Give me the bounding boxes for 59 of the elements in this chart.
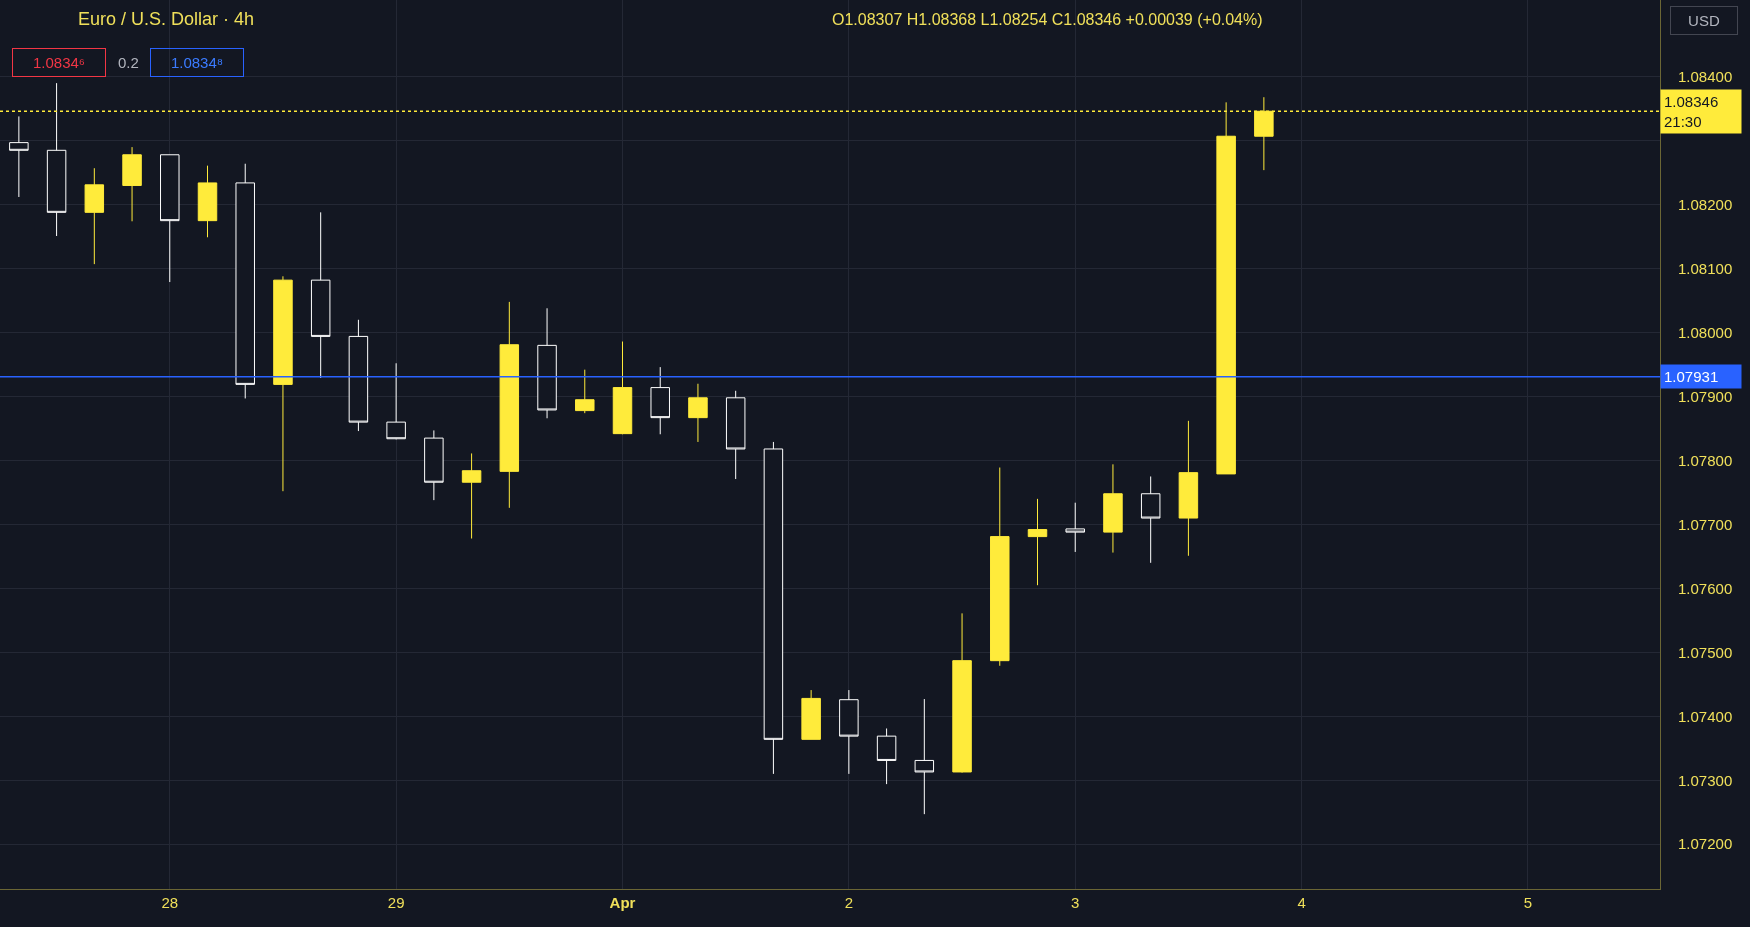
x-tick-label: 3 (1071, 894, 1080, 911)
candlestick (688, 383, 708, 443)
y-tick-label: 1.07700 (1678, 515, 1733, 533)
candlestick (46, 82, 67, 237)
y-tick-label: 1.07500 (1678, 643, 1733, 661)
candlestick (1103, 463, 1123, 554)
x-tick-label: 29 (387, 894, 405, 911)
candlestick (122, 146, 142, 222)
text: USD (1688, 12, 1720, 29)
x-tick-label: 28 (161, 894, 179, 911)
candlestick (310, 211, 331, 379)
candlestick (197, 165, 218, 238)
candlestick (386, 362, 406, 440)
candlestick (1140, 475, 1161, 564)
x-tick-label: 5 (1523, 894, 1533, 911)
candlestick (1178, 420, 1199, 557)
candlestick (9, 115, 29, 198)
y-tick-label: 1.08100 (1678, 259, 1733, 277)
candlestick (876, 727, 897, 785)
text: Euro / U.S. Dollar · 4h (78, 9, 255, 30)
y-tick-label: 1.07400 (1678, 707, 1733, 725)
y-tick-label: 1.07800 (1678, 451, 1733, 469)
x-tick-label: 2 (844, 894, 854, 911)
candlestick (650, 366, 670, 435)
candlestick (348, 319, 369, 432)
candlestick (575, 369, 595, 414)
x-tick-label: 4 (1297, 894, 1306, 911)
candlestick (84, 167, 105, 265)
y-tick-label: 1.07900 (1678, 387, 1733, 405)
candlestick (461, 452, 482, 540)
candlestick (725, 390, 746, 480)
candlestick (499, 301, 520, 509)
candlestick (537, 307, 557, 419)
y-tick-label: 1.08200 (1678, 195, 1733, 213)
candlestick (273, 275, 293, 492)
candlestick (952, 612, 972, 774)
candlestick (839, 689, 859, 775)
candlestick (1065, 502, 1085, 553)
y-tick-label: 1.08400 (1678, 68, 1733, 85)
y-tick-label: 1.07300 (1678, 771, 1733, 789)
annotation: 0.2 (118, 54, 139, 71)
ref-line-label: 1.08346 21:30 (1664, 93, 1719, 130)
annotation: 1.0834⁸ (170, 54, 224, 71)
ref-line-label: 1.07931 (1664, 368, 1719, 385)
candlestick (235, 163, 255, 399)
y-tick-label: 1.08000 (1678, 323, 1733, 341)
candlestick (1027, 498, 1048, 586)
candlestick (160, 154, 180, 283)
candlestick (914, 698, 935, 815)
candlestick (424, 429, 444, 501)
x-tick-label: Apr (609, 894, 636, 911)
candlestick (612, 341, 633, 435)
y-tick-label: 1.07600 (1678, 579, 1733, 597)
text: O1.08307 H1.08368 L1.08254 C1.08346 +0.00039 (+0.04%) (832, 11, 1263, 28)
candlestick (763, 441, 784, 775)
y-tick-label: 1.07200 (1678, 835, 1733, 853)
candlestick (801, 689, 821, 740)
annotation: 1.0834⁶ (32, 54, 86, 71)
candlestick (990, 467, 1010, 667)
